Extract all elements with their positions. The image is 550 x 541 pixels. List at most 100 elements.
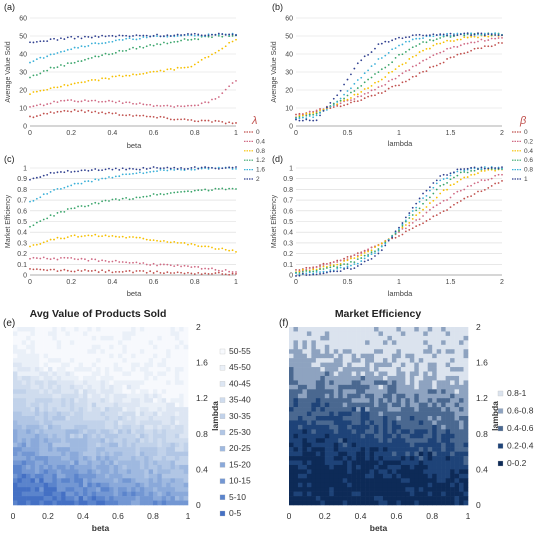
data-point [53,86,55,89]
data-point [200,245,203,248]
heatmap-cell [100,402,106,408]
heatmap-cell [39,433,44,439]
data-point [456,201,459,204]
data-point [235,38,237,41]
heatmap-cell [306,447,312,452]
heatmap-cell [48,429,53,435]
heatmap-cell [418,473,424,479]
heatmap-cell [157,442,163,448]
heatmap-cell [338,411,343,417]
heatmap-cell [360,496,366,501]
heatmap-cell [333,473,339,479]
data-point [308,119,311,122]
heatmap-cell [463,500,469,506]
heatmap-cell [21,438,27,443]
heatmap-cell [26,358,31,363]
data-point [487,39,490,41]
heatmap-cell [400,496,406,501]
heatmap-cell [306,456,312,461]
x-axis-label: beta [92,523,110,533]
data-point [142,36,145,38]
heatmap-cell [100,362,106,368]
heatmap-cell [65,438,71,443]
heatmap-cell [347,389,352,395]
heatmap-cell [179,424,184,430]
data-point [152,166,155,168]
heatmap-cell [87,389,93,395]
data-point [425,220,428,222]
heatmap-cell [118,456,123,461]
heatmap-cell [324,371,330,377]
heatmap-cell [338,407,343,412]
data-point [114,35,117,38]
data-point [439,192,442,195]
heatmap-cell [179,375,184,381]
heatmap-cell [131,371,136,377]
heatmap-cell [30,460,36,466]
data-point [367,255,369,258]
heatmap-cell [432,389,437,395]
data-point [346,98,349,101]
data-point [463,32,466,35]
heatmap-cell [174,429,180,435]
heatmap-cell [52,491,58,497]
heatmap-cell [39,384,44,390]
heatmap-cell [183,393,189,399]
data-point [374,255,376,257]
heatmap-cell [166,344,171,350]
data-point [353,263,356,266]
data-point [360,252,363,255]
heatmap-cell [43,331,49,337]
heatmap-cell [441,447,446,452]
heatmap-cell [26,367,31,372]
heatmap-cell [113,362,119,368]
heatmap-cell [351,344,357,350]
heatmap-cell [320,482,326,488]
heatmap-cell [414,349,420,354]
data-point [453,192,455,195]
heatmap-cell [315,344,321,350]
heatmap-cell [100,433,106,439]
heatmap-cell [441,335,446,341]
data-point [84,81,86,83]
heatmap-cell [78,362,84,368]
heatmap-cell [157,447,163,452]
data-point [473,35,476,38]
data-point [77,235,79,238]
heatmap-cell [65,478,71,484]
data-point [53,67,55,69]
heatmap-cell [306,384,312,390]
heatmap-cell [166,442,171,448]
data-point [374,252,376,255]
heatmap-cell [74,402,79,408]
heatmap-cell [320,380,326,386]
heatmap-cell [170,380,176,386]
heatmap-cell [382,358,388,363]
heatmap-cell [338,416,343,421]
heatmap-cell [52,456,58,461]
heatmap-cell [148,398,154,403]
heatmap-cell [100,416,106,421]
heatmap-cell [153,491,158,497]
data-point [197,167,200,170]
heatmap-cell [400,478,406,484]
heatmap-cell [118,349,123,354]
heatmap-cell [104,331,110,337]
data-point [384,83,387,86]
data-point [90,42,93,45]
data-point [497,182,500,184]
data-point [42,70,45,72]
heatmap-cell [360,478,366,484]
heatmap-cell [100,340,106,346]
data-point [63,38,66,40]
data-point [197,120,200,123]
heatmap-cell [293,398,299,403]
heatmap-cell [360,335,366,341]
data-point [360,76,363,79]
heatmap-cell [391,424,397,430]
heatmap-cell [65,389,71,395]
heatmap-cell [360,447,366,452]
data-point [329,266,332,269]
heatmap-cell [333,335,339,341]
heatmap-cell [436,478,442,484]
